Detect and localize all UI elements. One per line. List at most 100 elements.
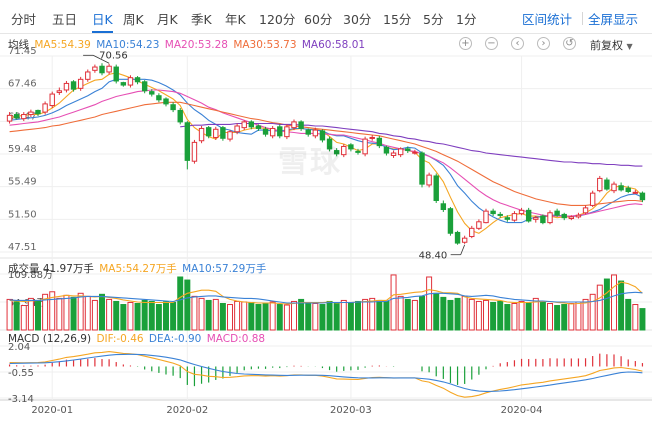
macd-tick-label: -0.55 [8,368,34,379]
volume-bar-up [340,299,347,331]
zoom-in-icon[interactable]: + [459,37,472,50]
candle-up [511,213,518,221]
volume-tick-label: 109.88万 [8,270,53,281]
candle-down [113,66,119,82]
macd-legend: MACD (12,26,9) DIF:-0.46 DEA:-0.90 MACD:… [8,333,267,345]
date-tick-label: 2020-03 [330,405,372,416]
volume-bar-down [305,301,312,331]
tab-month-k[interactable]: 月K [157,12,178,27]
candle-up [469,227,475,238]
volume-bar-up [568,302,575,331]
range-stats-link[interactable]: 区间统计 [522,12,573,27]
tab-60min[interactable]: 60分 [304,12,333,27]
candle-up [269,127,276,137]
volume-bar-down [347,301,354,331]
candle-up [362,138,368,155]
toolbar-divider [582,12,583,25]
tab-120min[interactable]: 120分 [259,12,296,27]
vol-ma10-line [9,291,643,304]
candle-up [582,207,589,214]
volume-bar-down [255,304,262,331]
candle-up [568,216,575,220]
candle-down [156,95,162,101]
pan-left-icon[interactable]: ‹ [511,37,524,50]
volume-tick-label: 54.94万 [8,298,47,309]
volume-bar-down [625,298,632,331]
candle-down [99,65,105,74]
macd-tick-label: -3.14 [8,394,34,405]
candle-up [476,221,482,229]
dea-line [9,353,643,392]
volume-bar-up [63,294,70,331]
candle-up [28,111,34,116]
candle-up [369,136,375,139]
candle-down [525,209,532,222]
candle-down [433,175,439,202]
candle-up [49,93,55,107]
candle-down [163,98,169,105]
volume-bar-down [554,305,561,331]
candle-down [447,208,454,234]
volume-bar-up [198,297,205,331]
volume-bar-down [141,299,148,331]
candle-up [483,210,489,224]
volume-bar-down [298,298,305,331]
volume-bar-up [511,302,518,331]
tab-5min[interactable]: 5分 [423,12,444,27]
date-tick-label: 2020-01 [31,405,73,416]
volume-bar-up [191,295,198,331]
candle-up [92,66,98,71]
zoom-out-icon[interactable]: − [485,37,498,50]
candle-down [170,104,176,111]
candle-up [611,183,617,192]
tab-1min[interactable]: 1分 [456,12,477,27]
volume-bar-up [475,300,482,331]
volume-bar-down [504,304,511,331]
candle-down [35,109,41,115]
volume-bar-up [269,301,276,331]
vol-ma5-legend: MA5:54.27万手 [99,263,177,275]
pan-right-icon[interactable]: › [537,37,550,50]
volume-bar-down [440,296,447,331]
tab-five-day[interactable]: 五日 [52,12,78,27]
volume-bar-down [404,298,411,331]
candle-down [248,121,255,128]
ma5-legend: MA5:54.39 [34,39,91,51]
volume-bar-up [241,301,248,331]
volume-bar-up [547,302,553,331]
candle-down [149,91,155,95]
candle-down [184,122,191,161]
candle-down [440,203,447,211]
volume-bar-down [603,278,610,331]
candle-up [21,114,27,120]
candle-down [277,126,283,137]
volume-bar-down [639,308,646,331]
tab-year-k[interactable]: 年K [225,12,246,27]
tab-15min[interactable]: 15分 [383,12,412,27]
candle-down [618,185,624,191]
volume-bar-up [632,304,639,331]
tab-minute[interactable]: 分时 [11,12,37,27]
tab-30min[interactable]: 30分 [343,12,372,27]
tab-quarter-k[interactable]: 季K [191,12,212,27]
volume-bar-up [483,299,489,331]
candle-down [639,192,646,201]
volume-bar-up [291,300,297,331]
tab-day-k[interactable]: 日K [92,9,113,33]
adjust-select[interactable]: 前复权 ▼ [590,37,633,53]
volume-bar-up [56,297,63,331]
candle-down [305,129,311,135]
candle-down [419,152,425,185]
price-tick-label: 67.46 [8,79,37,90]
candle-up [397,148,404,156]
reset-icon[interactable]: ↺ [563,37,576,50]
volume-bar-up [589,293,596,331]
candle-down [70,81,77,90]
date-tick-label: 2020-04 [501,405,543,416]
tab-week-k[interactable]: 周K [123,12,144,27]
volume-bar-down [376,299,383,331]
fullscreen-link[interactable]: 全屏显示 [588,12,639,27]
candle-up [533,217,539,220]
volume-bar-down [35,299,41,331]
dif-legend: DIF:-0.46 [96,333,144,345]
